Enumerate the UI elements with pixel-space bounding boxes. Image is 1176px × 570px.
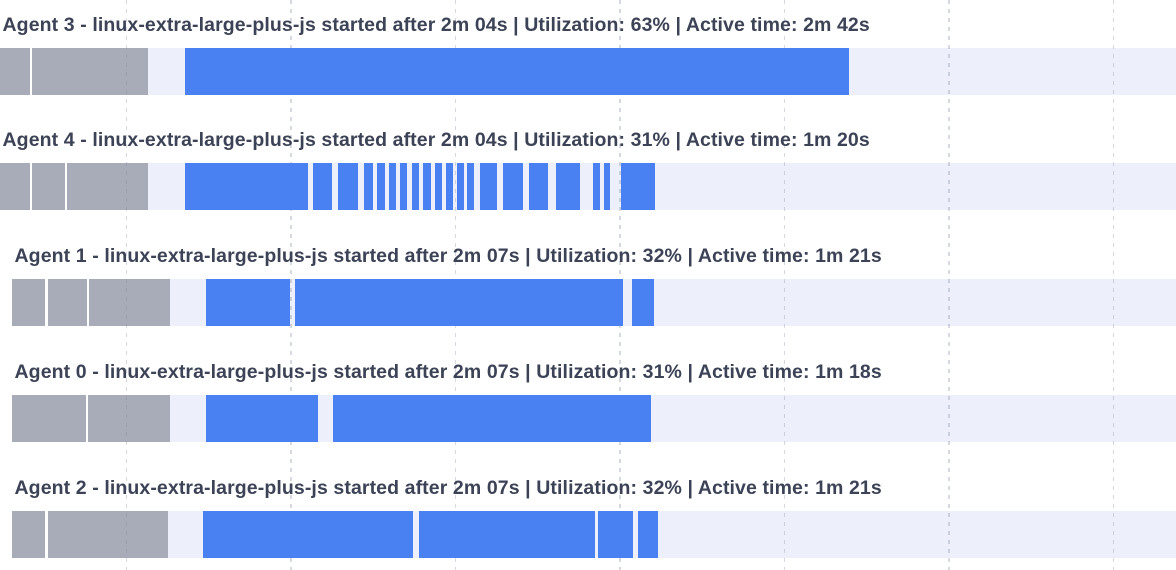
active-segment [419, 510, 595, 558]
active-segment [593, 163, 600, 211]
active-segment [206, 279, 290, 327]
active-segment [423, 163, 431, 211]
active-segment [295, 279, 623, 327]
setup-segment [12, 394, 170, 442]
active-segment [388, 163, 396, 211]
vertical-gridline [783, 0, 786, 570]
active-segment [604, 163, 610, 211]
vertical-gridline [290, 0, 292, 570]
vertical-gridline [948, 0, 950, 570]
active-segment [400, 163, 407, 211]
setup-segment [0, 163, 148, 211]
active-segment [338, 163, 358, 211]
vertical-gridline [1112, 0, 1115, 570]
setup-segment [12, 279, 170, 327]
active-segment [467, 163, 474, 211]
setup-segment-divider [29, 163, 32, 211]
active-segment [598, 510, 633, 558]
agent-row-title: Agent 3 - linux-extra-large-plus-js star… [2, 13, 870, 36]
active-segment [185, 163, 308, 211]
setup-segment-divider [29, 47, 32, 95]
agent-row-title: Agent 2 - linux-extra-large-plus-js star… [14, 476, 882, 499]
active-segment [529, 163, 548, 211]
timeline-track [0, 163, 1176, 211]
setup-segment-divider [85, 394, 88, 442]
setup-segment-divider [45, 279, 48, 327]
active-segment [457, 163, 464, 211]
active-segment [621, 163, 655, 211]
active-segment [446, 163, 453, 211]
active-segment [632, 279, 654, 327]
setup-segment [0, 47, 148, 95]
active-segment [333, 394, 651, 442]
agent-row-title: Agent 4 - linux-extra-large-plus-js star… [2, 129, 870, 152]
active-segment [203, 510, 413, 558]
active-segment [503, 163, 523, 211]
setup-segment-divider [45, 510, 48, 558]
active-segment [364, 163, 373, 211]
setup-segment-divider [64, 163, 67, 211]
setup-segment-divider [86, 279, 89, 327]
active-segment [434, 163, 442, 211]
active-segment [377, 163, 385, 211]
active-segment [206, 394, 318, 442]
vertical-gridline [125, 0, 128, 570]
active-segment [185, 47, 849, 95]
active-segment [313, 163, 332, 211]
active-segment [638, 510, 658, 558]
agent-row-title: Agent 0 - linux-extra-large-plus-js star… [14, 360, 882, 383]
active-segment [480, 163, 497, 211]
active-segment [556, 163, 580, 211]
setup-segment [12, 510, 168, 558]
agent-row-title: Agent 1 - linux-extra-large-plus-js star… [14, 245, 882, 268]
active-segment [411, 163, 419, 211]
